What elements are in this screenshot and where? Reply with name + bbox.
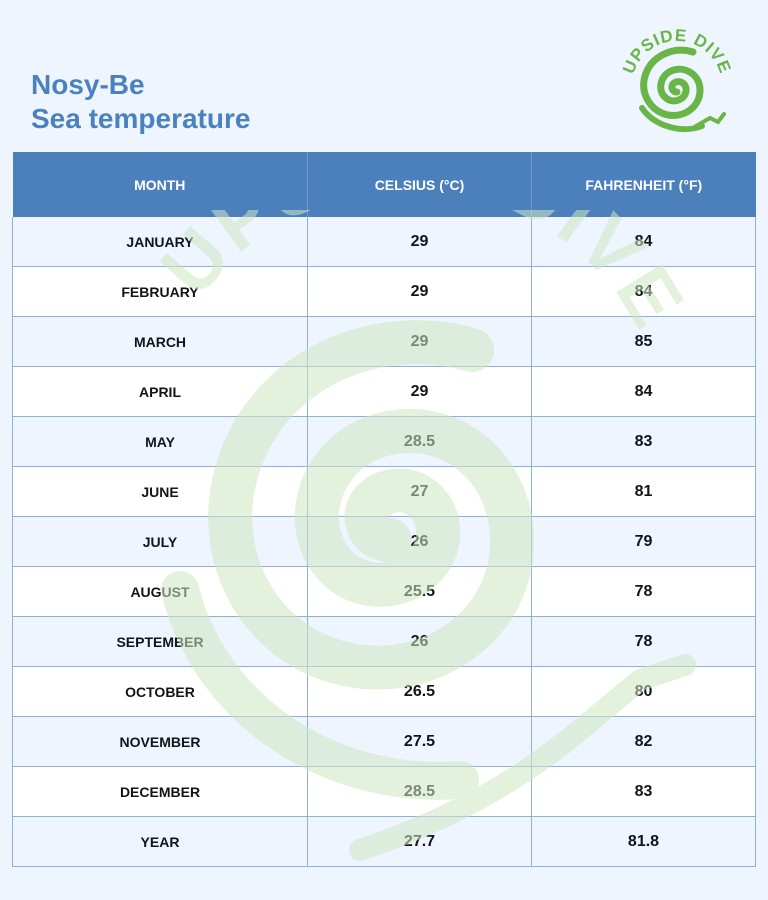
celsius-cell: 26 [307,516,532,567]
table-row: APRIL 29 84 [12,366,756,417]
month-cell: MAY [12,416,308,467]
celsius-cell: 26 [307,616,532,667]
fahrenheit-cell: 78 [531,616,756,667]
fahrenheit-cell: 81.8 [531,816,756,867]
fahrenheit-cell: 84 [531,266,756,317]
fahrenheit-cell: 78 [531,566,756,617]
title-line-location: Nosy-Be [31,69,145,100]
celsius-cell: 27.5 [307,716,532,767]
month-cell: NOVEMBER [12,716,308,767]
table-row: NOVEMBER 27.5 82 [12,716,756,767]
table-row: SEPTEMBER 26 78 [12,616,756,667]
fahrenheit-cell: 85 [531,316,756,367]
celsius-cell: 26.5 [307,666,532,717]
month-cell: YEAR [12,816,308,867]
page-title: Nosy-Be Sea temperature [31,68,250,136]
table-row: JUNE 27 81 [12,466,756,517]
table-row: OCTOBER 26.5 80 [12,666,756,717]
temperature-table: MONTH CELSIUS (°C) FAHRENHEIT (°F) JANUA… [12,152,756,867]
month-cell: FEBRUARY [12,266,308,317]
fahrenheit-cell: 81 [531,466,756,517]
header-celsius: CELSIUS (°C) [307,152,532,217]
title-line-subject: Sea temperature [31,103,251,134]
month-cell: AUGUST [12,566,308,617]
month-cell: MARCH [12,316,308,367]
celsius-cell: 29 [307,217,532,267]
table-row: FEBRUARY 29 84 [12,266,756,317]
fahrenheit-cell: 84 [531,217,756,267]
month-cell: APRIL [12,366,308,417]
table-row: JANUARY 29 84 [12,217,756,267]
fahrenheit-cell: 83 [531,416,756,467]
fahrenheit-cell: 79 [531,516,756,567]
upside-dive-logo: UPSIDE DIVE [619,26,734,133]
celsius-cell: 25.5 [307,566,532,617]
month-cell: JUNE [12,466,308,517]
table-row: MARCH 29 85 [12,316,756,367]
spiral-diver-icon [639,46,726,133]
fahrenheit-cell: 82 [531,716,756,767]
table-row-year: YEAR 27.7 81.8 [12,816,756,867]
header-month: MONTH [12,152,308,217]
table-header-row: MONTH CELSIUS (°C) FAHRENHEIT (°F) [12,152,756,217]
celsius-cell: 27.7 [307,816,532,867]
month-cell: SEPTEMBER [12,616,308,667]
fahrenheit-cell: 83 [531,766,756,817]
celsius-cell: 29 [307,366,532,417]
celsius-cell: 28.5 [307,416,532,467]
fahrenheit-cell: 80 [531,666,756,717]
table-row: MAY 28.5 83 [12,416,756,467]
table-row: JULY 26 79 [12,516,756,567]
temperature-table-container: MONTH CELSIUS (°C) FAHRENHEIT (°F) JANUA… [12,152,756,867]
month-cell: DECEMBER [12,766,308,817]
table-row: DECEMBER 28.5 83 [12,766,756,817]
month-cell: JULY [12,516,308,567]
month-cell: JANUARY [12,217,308,267]
celsius-cell: 29 [307,316,532,367]
celsius-cell: 28.5 [307,766,532,817]
celsius-cell: 27 [307,466,532,517]
fahrenheit-cell: 84 [531,366,756,417]
month-cell: OCTOBER [12,666,308,717]
celsius-cell: 29 [307,266,532,317]
header-fahrenheit: FAHRENHEIT (°F) [531,152,756,217]
table-row: AUGUST 25.5 78 [12,566,756,617]
